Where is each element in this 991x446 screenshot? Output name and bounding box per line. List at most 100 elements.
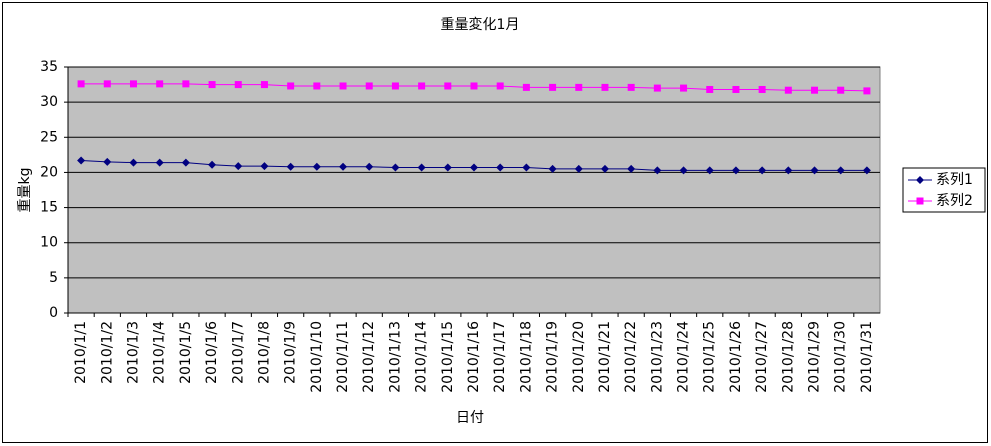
y-tick-label: 0 — [49, 305, 58, 321]
x-tick-label: 2010/1/1 — [73, 321, 89, 384]
x-tick-label: 2010/1/25 — [702, 321, 718, 393]
point-marker — [287, 82, 295, 90]
x-tick-label: 2010/1/3 — [125, 321, 141, 384]
y-tick-label: 15 — [40, 200, 58, 216]
point-marker — [837, 86, 845, 94]
point-marker — [679, 166, 688, 175]
point-marker — [444, 82, 452, 90]
point-marker — [522, 83, 530, 91]
x-tick-label: 2010/1/27 — [754, 321, 770, 393]
x-tick-label: 2010/1/17 — [492, 321, 508, 393]
point-marker — [575, 83, 583, 91]
chart-title: 重量変化1月 — [441, 16, 520, 33]
point-marker — [732, 85, 740, 93]
point-marker — [680, 84, 688, 92]
x-tick-label: 2010/1/21 — [597, 321, 613, 393]
point-marker — [627, 83, 635, 91]
y-tick-label: 10 — [40, 235, 58, 251]
point-marker — [496, 163, 505, 172]
x-tick-label: 2010/1/23 — [649, 321, 665, 393]
point-marker — [234, 162, 243, 171]
point-marker — [916, 197, 924, 205]
y-tick-label: 35 — [40, 59, 58, 75]
x-tick-label: 2010/1/9 — [283, 321, 299, 384]
x-tick-label: 2010/1/2 — [99, 321, 115, 384]
legend-label: 系列1 — [936, 172, 973, 188]
x-tick-label: 2010/1/19 — [545, 321, 561, 393]
point-marker — [731, 166, 740, 175]
point-marker — [77, 80, 85, 88]
point-marker — [627, 164, 636, 173]
point-marker — [470, 163, 478, 172]
x-axis-title: 日付 — [456, 410, 484, 426]
x-tick-label: 2010/1/20 — [571, 321, 587, 393]
point-marker — [365, 82, 373, 90]
x-tick-label: 2010/1/14 — [414, 321, 430, 393]
x-tick-label: 2010/1/31 — [859, 321, 875, 393]
point-marker — [391, 82, 399, 90]
x-tick-label: 2010/1/16 — [466, 321, 482, 393]
point-marker — [522, 163, 531, 172]
point-marker — [916, 176, 924, 184]
point-marker — [208, 81, 216, 89]
x-tick-label: 2010/1/24 — [676, 321, 692, 393]
x-tick-label: 2010/1/8 — [256, 321, 272, 384]
point-marker — [182, 80, 190, 88]
x-tick-label: 2010/1/22 — [623, 321, 639, 393]
point-marker — [548, 164, 557, 173]
point-marker — [129, 80, 137, 88]
y-tick-label: 30 — [40, 94, 58, 110]
y-axis-title: 重量kg — [17, 168, 33, 213]
x-tick-label: 2010/1/5 — [178, 321, 194, 384]
x-tick-label: 2010/1/6 — [204, 321, 220, 384]
point-marker — [443, 163, 452, 172]
point-marker — [601, 83, 609, 91]
point-marker — [470, 82, 478, 90]
x-tick-label: 2010/1/10 — [309, 321, 325, 393]
legend-box — [902, 167, 986, 213]
x-tick-label: 2010/1/11 — [335, 321, 351, 393]
point-marker — [653, 84, 661, 92]
point-marker — [391, 163, 400, 172]
point-marker — [260, 162, 269, 171]
y-tick-label: 5 — [49, 270, 58, 286]
x-tick-label: 2010/1/12 — [361, 321, 377, 393]
x-tick-label: 2010/1/18 — [518, 321, 534, 393]
point-marker — [653, 166, 662, 175]
point-marker — [129, 158, 138, 167]
y-tick-label: 20 — [40, 164, 58, 180]
point-marker — [260, 81, 268, 89]
point-marker — [811, 86, 819, 94]
point-marker — [156, 80, 164, 88]
x-tick-label: 2010/1/13 — [387, 321, 403, 393]
point-marker — [706, 85, 714, 93]
point-marker — [810, 166, 819, 175]
point-marker — [496, 82, 504, 90]
point-marker — [705, 166, 714, 175]
point-marker — [862, 166, 871, 175]
legend-label: 系列2 — [936, 193, 973, 209]
point-marker — [286, 162, 295, 171]
point-marker — [758, 166, 767, 175]
point-marker — [155, 158, 164, 167]
x-tick-label: 2010/1/29 — [807, 321, 823, 393]
point-marker — [234, 81, 242, 89]
point-marker — [417, 163, 426, 172]
y-tick-label: 25 — [40, 129, 58, 145]
point-marker — [103, 157, 112, 166]
point-marker — [103, 80, 111, 88]
point-marker — [784, 166, 793, 175]
point-marker — [312, 162, 321, 171]
point-marker — [863, 87, 871, 95]
point-marker — [418, 82, 426, 90]
x-tick-label: 2010/1/26 — [728, 321, 744, 393]
point-marker — [313, 82, 321, 90]
point-marker — [574, 164, 583, 173]
x-tick-label: 2010/1/7 — [230, 321, 246, 384]
x-tick-label: 2010/1/28 — [780, 321, 796, 393]
x-tick-label: 2010/1/4 — [152, 321, 168, 384]
point-marker — [600, 164, 609, 173]
point-marker — [339, 162, 348, 171]
point-marker — [339, 82, 347, 90]
